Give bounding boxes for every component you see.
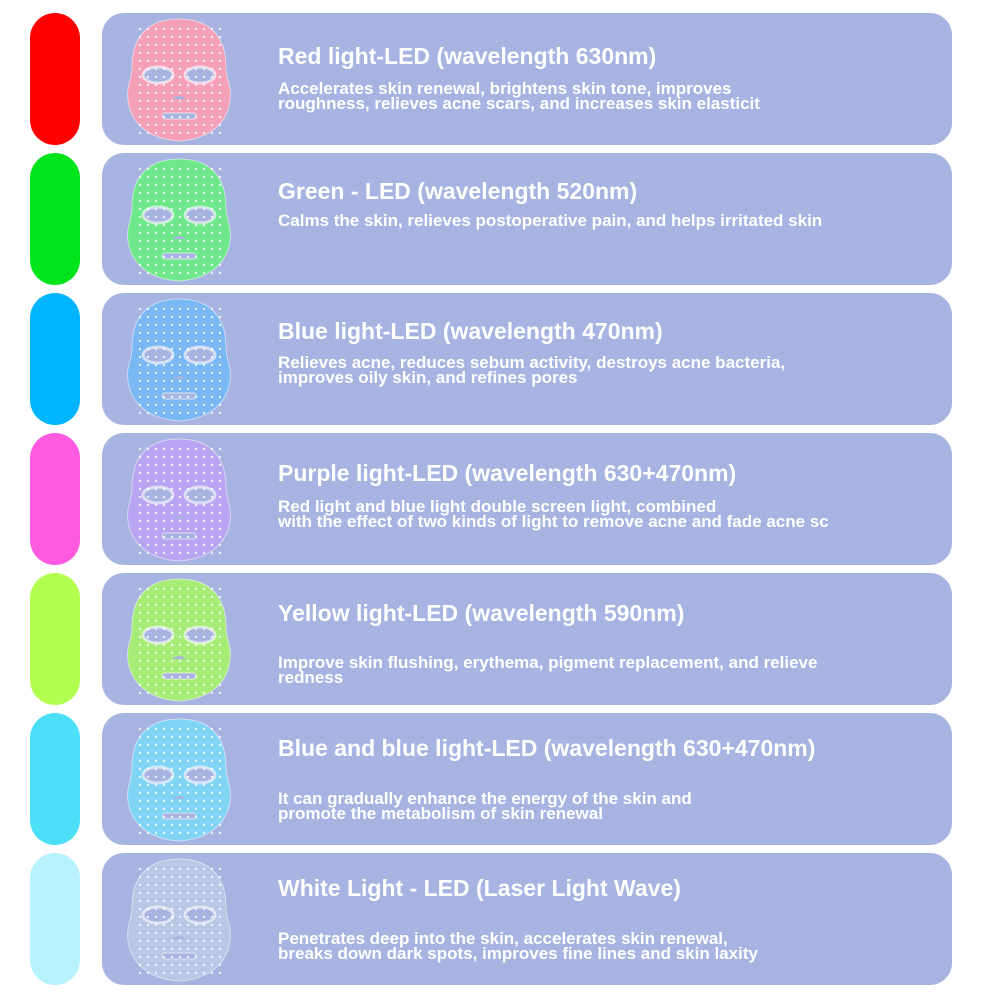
led-mode-row: Purple light-LED (wavelength 630+470nm) … bbox=[0, 433, 1000, 565]
led-mode-row: Yellow light-LED (wavelength 590nm) Impr… bbox=[0, 573, 1000, 705]
led-mode-card: Yellow light-LED (wavelength 590nm) Impr… bbox=[102, 573, 952, 705]
led-mode-row: Blue and blue light-LED (wavelength 630+… bbox=[0, 713, 1000, 845]
color-swatch bbox=[30, 433, 80, 565]
color-swatch bbox=[30, 853, 80, 985]
led-face-mask-icon bbox=[127, 858, 231, 982]
mode-description: Relieves acne, reduces sebum activity, d… bbox=[278, 353, 786, 387]
led-mode-row: Blue light-LED (wavelength 470nm) Reliev… bbox=[0, 293, 1000, 425]
color-swatch bbox=[30, 713, 80, 845]
mode-title: Yellow light-LED (wavelength 590nm) bbox=[278, 600, 685, 626]
mode-title: White Light - LED (Laser Light Wave) bbox=[278, 875, 681, 901]
led-mode-card: Green - LED (wavelength 520nm) Calms the… bbox=[102, 153, 952, 285]
led-dots bbox=[138, 27, 222, 135]
led-face-mask-icon bbox=[127, 718, 231, 842]
mode-description: It can gradually enhance the energy of t… bbox=[278, 789, 692, 823]
mode-description: Improve skin flushing, erythema, pigment… bbox=[278, 653, 818, 687]
mode-description: Accelerates skin renewal, brightens skin… bbox=[278, 79, 760, 113]
color-swatch bbox=[30, 293, 80, 425]
led-face-mask-icon bbox=[127, 578, 231, 702]
mode-title: Purple light-LED (wavelength 630+470nm) bbox=[278, 460, 737, 486]
led-face-mask-icon bbox=[127, 158, 231, 282]
led-mode-card: Red light-LED (wavelength 630nm) Acceler… bbox=[102, 13, 952, 145]
led-dots bbox=[138, 307, 222, 415]
led-dots bbox=[138, 167, 222, 275]
led-dots bbox=[138, 587, 222, 695]
led-dots bbox=[138, 447, 222, 555]
mode-title: Blue light-LED (wavelength 470nm) bbox=[278, 318, 663, 344]
led-face-mask-icon bbox=[127, 438, 231, 562]
color-swatch bbox=[30, 573, 80, 705]
led-dots bbox=[138, 727, 222, 835]
mode-description: Red light and blue light double screen l… bbox=[278, 497, 829, 531]
mode-description: Penetrates deep into the skin, accelerat… bbox=[278, 929, 758, 963]
led-face-mask-icon bbox=[127, 298, 231, 422]
led-mode-card: White Light - LED (Laser Light Wave) Pen… bbox=[102, 853, 952, 985]
led-mode-row: White Light - LED (Laser Light Wave) Pen… bbox=[0, 853, 1000, 985]
led-mode-row: Green - LED (wavelength 520nm) Calms the… bbox=[0, 153, 1000, 285]
led-mode-card: Purple light-LED (wavelength 630+470nm) … bbox=[102, 433, 952, 565]
mode-title: Red light-LED (wavelength 630nm) bbox=[278, 43, 657, 69]
led-mode-card: Blue and blue light-LED (wavelength 630+… bbox=[102, 713, 952, 845]
mode-title: Blue and blue light-LED (wavelength 630+… bbox=[278, 735, 816, 761]
led-face-mask-icon bbox=[127, 18, 231, 142]
led-mode-row: Red light-LED (wavelength 630nm) Acceler… bbox=[0, 13, 1000, 145]
mode-description: Calms the skin, relieves postoperative p… bbox=[278, 211, 823, 230]
led-dots bbox=[138, 867, 222, 975]
color-swatch bbox=[30, 13, 80, 145]
led-mode-card: Blue light-LED (wavelength 470nm) Reliev… bbox=[102, 293, 952, 425]
color-swatch bbox=[30, 153, 80, 285]
mode-title: Green - LED (wavelength 520nm) bbox=[278, 178, 638, 204]
